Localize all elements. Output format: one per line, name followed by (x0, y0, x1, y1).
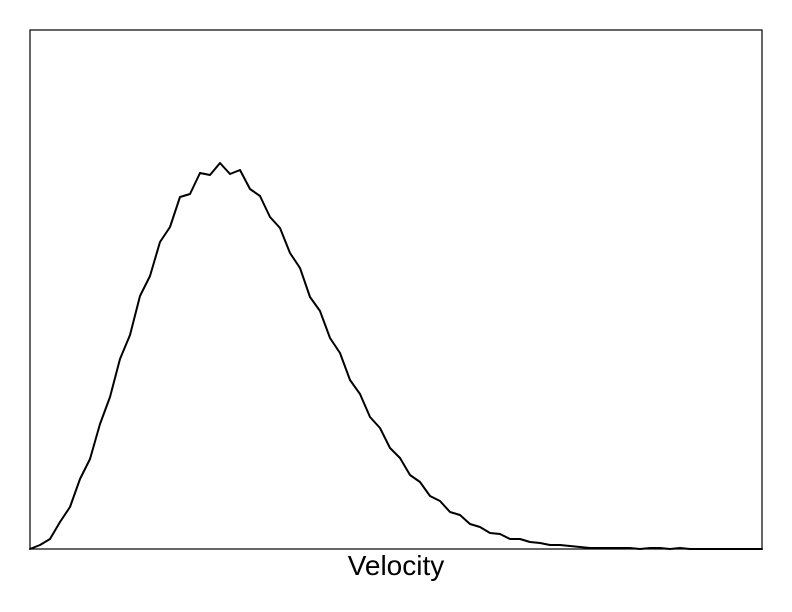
plot-frame (29, 29, 763, 550)
distribution-curve (29, 162, 763, 550)
x-axis-label: Velocity (347, 550, 445, 581)
